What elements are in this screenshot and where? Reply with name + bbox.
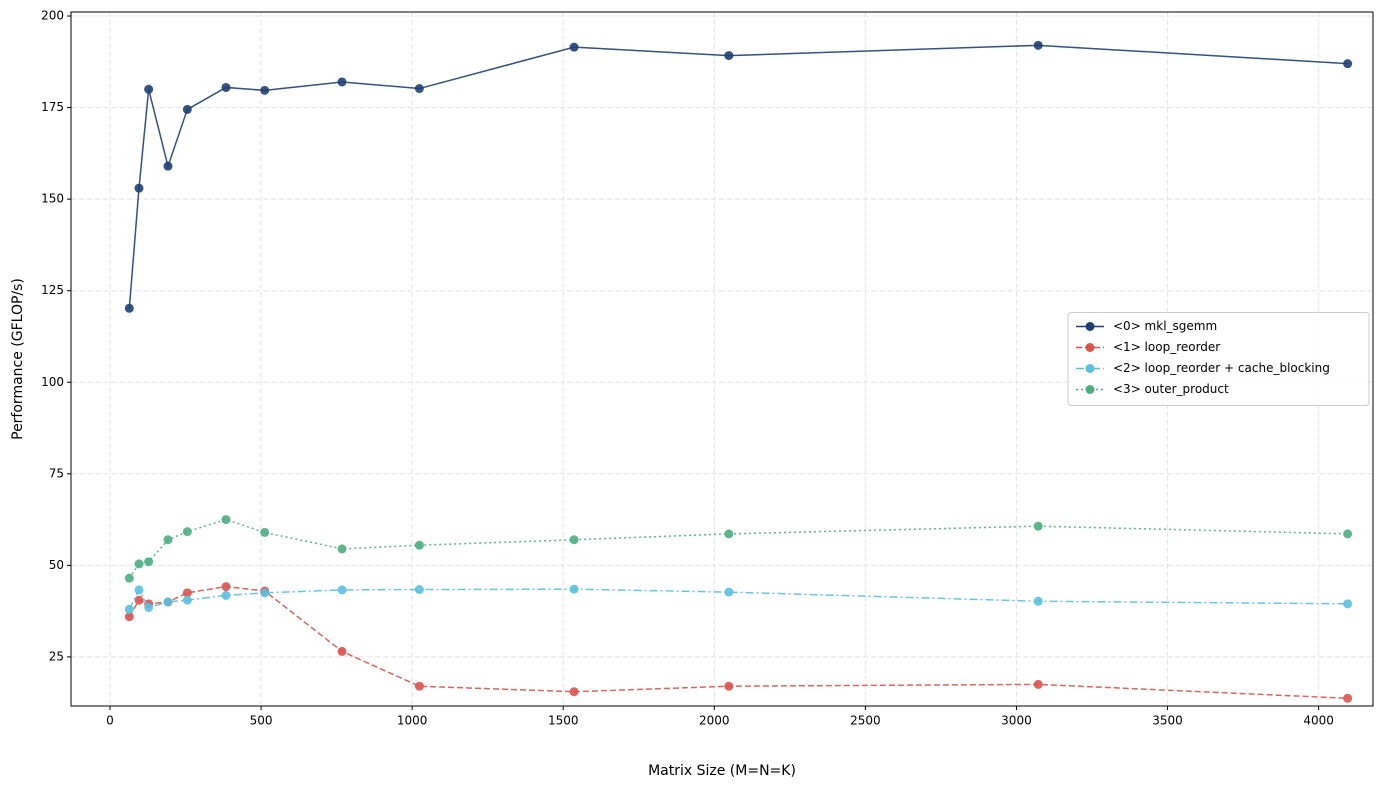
data-point xyxy=(144,602,154,612)
data-point xyxy=(1033,40,1043,50)
x-tick-label: 2000 xyxy=(699,714,730,728)
data-point xyxy=(337,544,347,554)
legend-box xyxy=(1067,312,1370,406)
data-point xyxy=(221,515,231,525)
y-axis-label: Performance (GFLOP/s) xyxy=(10,278,26,440)
data-point xyxy=(134,559,144,569)
y-tick-label: 25 xyxy=(49,649,64,663)
data-point xyxy=(1343,529,1353,539)
data-point xyxy=(163,597,173,607)
data-point xyxy=(163,161,173,171)
data-point xyxy=(124,612,134,622)
data-point xyxy=(569,535,579,545)
data-point xyxy=(1343,693,1353,703)
data-point xyxy=(414,585,424,595)
legend-label: <2> loop_reorder + cache_blocking xyxy=(1113,361,1330,375)
data-point xyxy=(221,590,231,600)
x-tick-label: 4000 xyxy=(1303,714,1334,728)
data-point xyxy=(260,85,270,95)
y-tick-label: 175 xyxy=(41,100,64,114)
legend-marker xyxy=(1085,322,1095,331)
data-point xyxy=(260,588,270,598)
data-point xyxy=(569,42,579,52)
data-point xyxy=(182,527,192,537)
data-point xyxy=(414,681,424,691)
data-point xyxy=(724,681,734,691)
y-tick-label: 50 xyxy=(49,558,64,572)
series-line xyxy=(128,585,1348,700)
data-point xyxy=(144,84,154,94)
data-point xyxy=(134,595,144,605)
series-line xyxy=(128,44,1348,309)
data-point xyxy=(144,557,154,567)
legend-marker xyxy=(1085,343,1095,352)
data-point xyxy=(182,104,192,114)
data-point xyxy=(163,535,173,545)
data-point xyxy=(414,84,424,94)
x-tick-label: 2500 xyxy=(850,714,881,728)
x-tick-label: 0 xyxy=(106,714,114,728)
legend-label: <1> loop_reorder xyxy=(1113,340,1220,354)
data-point xyxy=(337,646,347,656)
data-point xyxy=(569,687,579,697)
y-tick-label: 75 xyxy=(49,466,64,480)
data-point xyxy=(414,540,424,550)
data-point xyxy=(724,587,734,597)
data-point xyxy=(134,585,144,595)
data-point xyxy=(124,604,134,614)
y-tick-label: 125 xyxy=(41,283,64,297)
data-point xyxy=(1033,596,1043,606)
y-tick-label: 100 xyxy=(41,375,64,389)
data-point xyxy=(1343,59,1353,69)
plot-frame xyxy=(70,11,1374,707)
data-point xyxy=(124,573,134,583)
x-tick-label: 500 xyxy=(250,714,273,728)
data-point xyxy=(221,582,231,592)
x-axis-label: Matrix Size (M=N=K) xyxy=(648,763,796,779)
data-point xyxy=(1343,599,1353,609)
data-point xyxy=(569,584,579,594)
legend-marker xyxy=(1085,385,1095,394)
series-line xyxy=(128,588,1348,610)
data-point xyxy=(182,595,192,605)
data-point xyxy=(724,529,734,539)
data-point xyxy=(724,51,734,61)
data-point xyxy=(337,77,347,87)
x-tick-label: 1500 xyxy=(548,714,579,728)
legend-marker xyxy=(1085,364,1095,373)
y-tick-label: 150 xyxy=(41,192,64,206)
legend-label: <3> outer_product xyxy=(1113,382,1229,396)
x-tick-label: 1000 xyxy=(397,714,428,728)
data-point xyxy=(337,585,347,595)
data-point xyxy=(1033,521,1043,531)
x-tick-label: 3500 xyxy=(1152,714,1183,728)
y-tick-label: 200 xyxy=(41,9,64,23)
legend-label: <0> mkl_sgemm xyxy=(1113,319,1217,333)
x-tick-label: 3000 xyxy=(1001,714,1032,728)
series-line xyxy=(128,518,1348,579)
data-point xyxy=(1033,679,1043,689)
data-point xyxy=(124,303,134,313)
data-point xyxy=(182,588,192,598)
data-point xyxy=(134,183,144,193)
data-point xyxy=(221,82,231,92)
data-point xyxy=(260,527,270,537)
